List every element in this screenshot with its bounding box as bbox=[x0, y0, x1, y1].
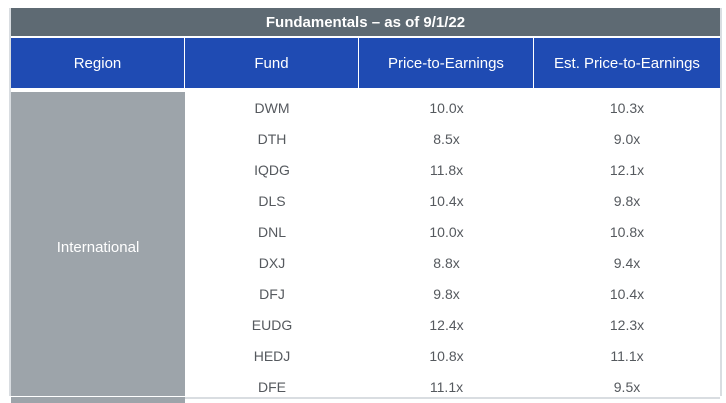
fund-cell: DFJ bbox=[259, 285, 285, 302]
pe-cell: 12.4x bbox=[429, 316, 464, 333]
row-divider bbox=[185, 397, 720, 399]
est-pe-cell: 11.1x bbox=[610, 347, 644, 364]
est-pe-cell: 12.1x bbox=[609, 161, 645, 178]
region-cell: International bbox=[11, 92, 185, 403]
est-pe-cell: 9.0x bbox=[613, 130, 641, 147]
header-fund: Fund bbox=[185, 38, 359, 88]
est-pe-cell: 10.8x bbox=[609, 223, 645, 240]
table-body: International DWM 10.0x 10.3x DTH 8.5x 9… bbox=[11, 92, 720, 403]
fund-cell: DLS bbox=[258, 192, 286, 209]
header-region: Region bbox=[11, 38, 185, 88]
table-row: DLS 10.4x 9.8x bbox=[185, 185, 720, 216]
table-row: EUDG 12.4x 12.3x bbox=[185, 309, 720, 340]
table-row: DWM 10.0x 10.3x bbox=[185, 92, 720, 123]
table-row: DFE 11.1x 9.5x bbox=[185, 371, 720, 402]
bottom-border-area bbox=[0, 396, 726, 403]
fund-cell: DTH bbox=[257, 130, 287, 147]
fund-cell: DFE bbox=[258, 378, 286, 395]
pe-cell: 10.0x bbox=[429, 99, 464, 116]
table-header-row: Region Fund Price-to-Earnings Est. Price… bbox=[11, 38, 720, 88]
fund-cell: IQDG bbox=[254, 161, 290, 178]
fund-cell: DXJ bbox=[258, 254, 286, 271]
table-row: DFJ 9.8x 10.4x bbox=[185, 278, 720, 309]
est-pe-cell: 10.4x bbox=[609, 285, 645, 302]
table-row: IQDG 11.8x 12.1x bbox=[185, 154, 720, 185]
est-pe-cell: 9.5x bbox=[613, 378, 641, 395]
est-pe-cell: 10.3x bbox=[609, 99, 645, 116]
next-region-cell-edge bbox=[11, 397, 185, 403]
pe-cell: 10.8x bbox=[429, 347, 464, 364]
est-pe-cell: 12.3x bbox=[609, 316, 645, 333]
table-row: DTH 8.5x 9.0x bbox=[185, 123, 720, 154]
table-rows: DWM 10.0x 10.3x DTH 8.5x 9.0x IQDG 11.8x… bbox=[185, 92, 720, 402]
fund-cell: DNL bbox=[257, 223, 286, 240]
table-row: DXJ 8.8x 9.4x bbox=[185, 247, 720, 278]
table-row: DNL 10.0x 10.8x bbox=[185, 216, 720, 247]
fund-cell: EUDG bbox=[251, 316, 293, 333]
pe-cell: 8.5x bbox=[433, 130, 460, 147]
pe-cell: 10.0x bbox=[429, 223, 464, 240]
fundamentals-table: Fundamentals – as of 9/1/22 Region Fund … bbox=[9, 8, 722, 403]
est-pe-cell: 9.8x bbox=[613, 192, 641, 209]
pe-cell: 8.8x bbox=[433, 254, 460, 271]
pe-cell: 11.1x bbox=[429, 378, 464, 395]
header-est-price-to-earnings: Est. Price-to-Earnings bbox=[554, 54, 700, 72]
fund-cell: DWM bbox=[254, 99, 290, 116]
table-title: Fundamentals – as of 9/1/22 bbox=[11, 8, 720, 36]
table-row: HEDJ 10.8x 11.1x bbox=[185, 340, 720, 371]
pe-cell: 11.8x bbox=[429, 161, 464, 178]
pe-cell: 9.8x bbox=[433, 285, 460, 302]
header-price-to-earnings: Price-to-Earnings bbox=[359, 38, 534, 88]
fund-cell: HEDJ bbox=[253, 347, 291, 364]
pe-cell: 10.4x bbox=[429, 192, 464, 209]
est-pe-cell: 9.4x bbox=[613, 254, 641, 271]
